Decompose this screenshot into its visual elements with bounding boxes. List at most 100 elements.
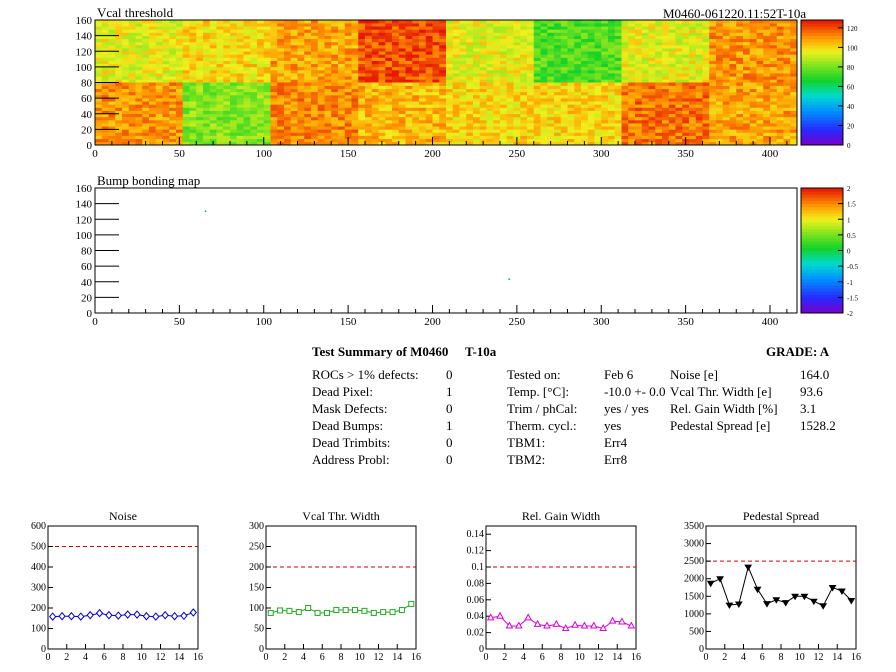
colorbar: 0 20 40 60 80 100 120 — [800, 19, 858, 150]
graph-vcal-thr-width: Vcal Thr. Width 0 2 4 6 8 10 12 14 16 0 50 100 150 200… — [249, 509, 421, 663]
data-point — [77, 612, 85, 621]
data-point — [277, 607, 284, 614]
data-point — [133, 610, 141, 619]
y-tick-label: 0 — [699, 644, 704, 655]
y-tick-label: 20 — [81, 292, 93, 304]
roc-block — [533, 82, 622, 146]
x-tick-label: 4 — [301, 652, 306, 663]
data-point — [838, 588, 846, 595]
map-title: Bump bonding map — [97, 173, 200, 188]
y-tick-label: 3500 — [684, 521, 704, 532]
y-tick-label: 3000 — [684, 539, 704, 550]
y-tick-label: 100 — [76, 230, 93, 242]
y-tick-label: 500 — [31, 542, 46, 553]
colorbar-tick-label: 80 — [847, 64, 855, 72]
x-tick-label: 150 — [340, 316, 357, 328]
y-tick-label: 120 — [76, 214, 93, 226]
x-tick-label: 16 — [631, 652, 641, 663]
roc-block — [270, 82, 359, 146]
x-tick-label: 14 — [392, 652, 402, 663]
graph-frame — [47, 525, 199, 650]
data-point — [589, 621, 598, 629]
roc-block — [709, 20, 798, 83]
x-tick-label: 4 — [521, 652, 526, 663]
x-tick-label: 50 — [174, 316, 186, 328]
x-tick-label: 4 — [83, 652, 88, 663]
graph-noise: Noise 0 2 4 6 8 10 12 14 16 0 100 200 300 400 500 600 — [31, 509, 203, 663]
data-point — [618, 617, 626, 625]
x-tick-label: 12 — [374, 652, 384, 663]
x-tick-label: 8 — [559, 652, 564, 663]
y-tick-label: 80 — [81, 246, 93, 258]
x-tick-label: 0 — [704, 652, 709, 663]
x-tick-label: 10 — [795, 652, 805, 663]
colorbar: -2 -1.5 -1 -0.5 0 0.5 1 1.5 2 — [800, 185, 859, 318]
data-point — [706, 580, 715, 588]
colorbar-tick-label: -1 — [847, 279, 853, 287]
y-tick-label: 160 — [76, 183, 93, 195]
data-point — [95, 608, 104, 618]
x-tick-label: 100 — [256, 148, 273, 160]
data-point — [389, 609, 396, 616]
map-frame — [94, 187, 798, 314]
x-tick-label: 6 — [760, 652, 765, 663]
data-point — [725, 602, 734, 610]
data-point — [571, 620, 579, 628]
x-tick-label: 0 — [484, 652, 489, 663]
data-point — [105, 610, 113, 620]
x-tick-label: 8 — [339, 652, 344, 663]
data-point — [543, 621, 551, 629]
x-tick-label: 12 — [814, 652, 824, 663]
data-point — [295, 609, 302, 616]
data-point — [514, 621, 523, 629]
data-point — [124, 610, 132, 619]
colorbar-tick-label: -1.5 — [847, 294, 859, 302]
graph-title: Noise — [109, 509, 137, 523]
y-tick-label: 60 — [81, 261, 93, 273]
colorbar-tick-label: 2 — [847, 185, 851, 193]
x-tick-label: 250 — [509, 148, 526, 160]
y-tick-label: 2000 — [684, 574, 704, 585]
y-tick-label: 0.14 — [467, 529, 485, 540]
y-tick-label: 40 — [81, 277, 93, 289]
graph-rel-gain-width: Rel. Gain Width 0 2 4 6 8 10 12 14 16 0 0.02 0.04 0.0… — [467, 509, 642, 663]
y-tick-label: 400 — [31, 562, 46, 573]
data-point — [627, 621, 636, 629]
data-point — [370, 609, 377, 616]
x-tick-label: 200 — [424, 148, 441, 160]
data-point — [323, 609, 330, 616]
data-point — [800, 593, 809, 601]
data-point — [828, 585, 837, 592]
y-tick-label: 140 — [76, 199, 93, 211]
series-line — [490, 615, 632, 630]
y-tick-label: 50 — [254, 624, 264, 635]
data-point — [67, 611, 76, 621]
x-tick-label: 400 — [762, 148, 779, 160]
y-tick-label: 0.06 — [467, 595, 485, 606]
x-tick-label: 12 — [594, 652, 604, 663]
data-point — [180, 611, 188, 621]
y-tick-label: 20 — [81, 124, 93, 136]
x-tick-label: 350 — [677, 148, 694, 160]
roc-block — [95, 82, 184, 146]
colorbar-tick-label: 0 — [847, 142, 851, 150]
series-line — [270, 603, 412, 614]
data-point — [398, 607, 405, 614]
y-tick-label: 600 — [31, 521, 46, 532]
y-tick-label: 0 — [479, 644, 484, 655]
x-tick-label: 2 — [722, 652, 727, 663]
y-tick-label: 60 — [81, 93, 93, 105]
x-tick-label: 200 — [424, 316, 441, 328]
y-tick-label: 0 — [259, 644, 264, 655]
y-tick-label: 100 — [76, 62, 93, 74]
y-tick-label: 40 — [81, 109, 93, 121]
data-point — [352, 607, 359, 614]
data-point — [580, 621, 589, 629]
data-point — [809, 598, 818, 606]
x-tick-label: 350 — [677, 316, 694, 328]
x-tick-label: 100 — [256, 316, 273, 328]
y-tick-label: 100 — [31, 624, 46, 635]
